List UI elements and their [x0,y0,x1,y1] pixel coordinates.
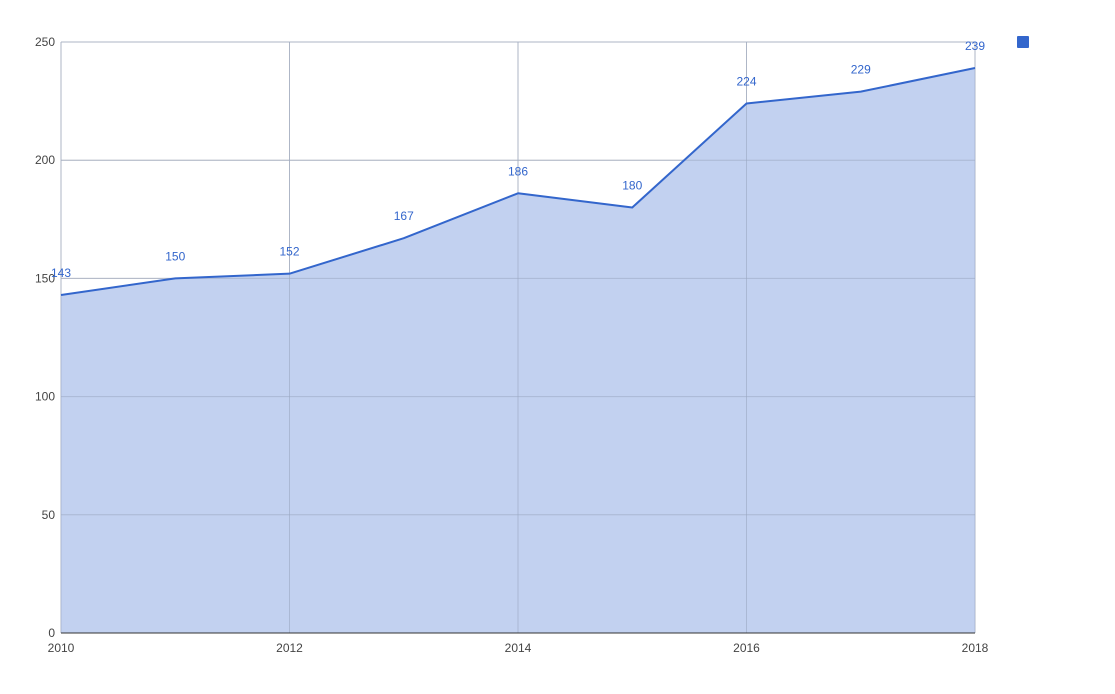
legend-swatch [1017,36,1029,48]
data-label: 143 [51,266,71,280]
y-tick-label: 0 [48,626,55,640]
data-label: 186 [508,164,528,178]
x-tick-label: 2018 [962,641,989,655]
data-label: 224 [736,74,756,88]
series-line [60,67,976,296]
data-label: 229 [851,63,871,77]
x-tick-label: 2014 [505,641,532,655]
data-label: 152 [279,245,299,259]
x-tick-label: 2010 [48,641,75,655]
data-label: 167 [394,209,414,223]
data-label: 239 [965,39,985,53]
y-tick-label: 250 [35,35,55,49]
legend [1017,36,1029,48]
y-tick-label: 200 [35,153,55,167]
area-layer [60,41,976,633]
x-tick-label: 2012 [276,641,303,655]
y-tick-label: 100 [35,390,55,404]
y-tick-label: 150 [35,271,55,285]
data-label: 150 [165,249,185,263]
x-tick-label: 2016 [733,641,760,655]
y-tick-label: 50 [42,508,56,522]
axis-layer: 0 50 100 150 200 250 2010 2012 2014 2016 2018 [35,35,989,655]
data-label: 180 [622,178,642,192]
data-label-layer: 143 150 152 167 186 180 224 229 239 [51,39,985,280]
